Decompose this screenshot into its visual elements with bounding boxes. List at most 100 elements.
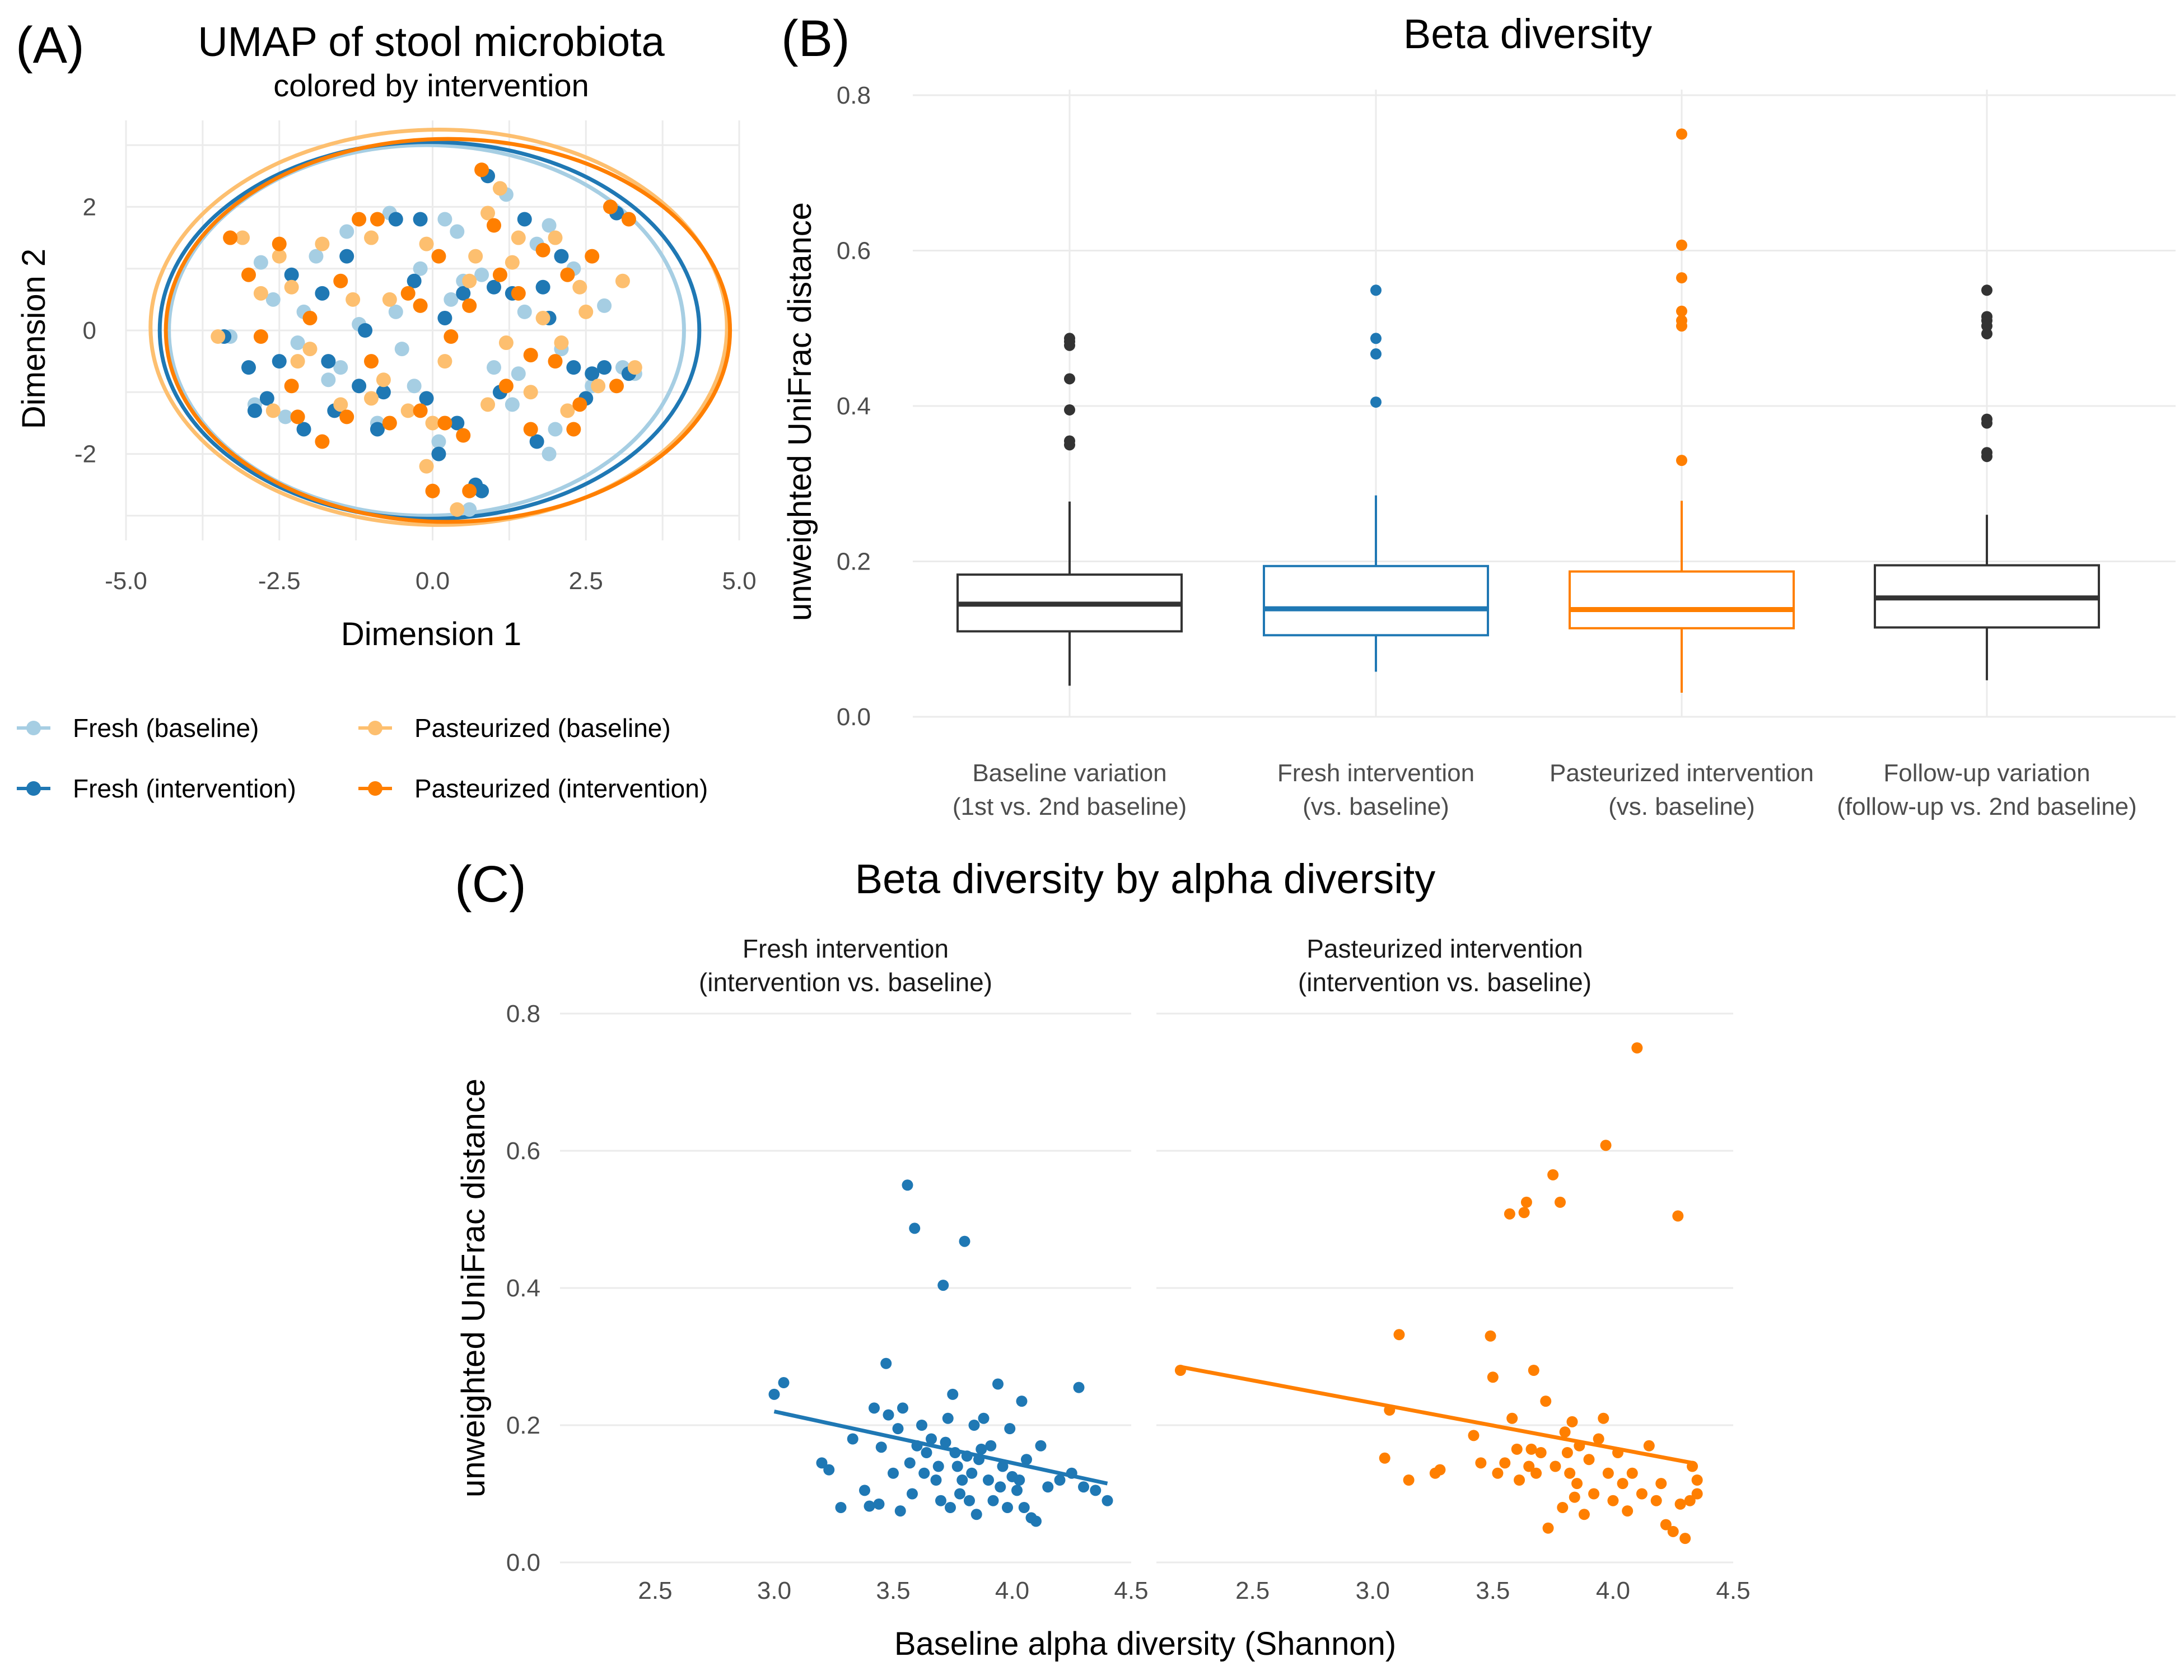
a-point-s3-8 xyxy=(352,212,367,227)
a-xtick-4: 5.0 xyxy=(722,567,756,595)
c-point-f0-38 xyxy=(959,1235,970,1247)
a-point-s2-27 xyxy=(627,360,642,375)
b-box-group-1 xyxy=(1263,284,1489,672)
b-category-3-line1: Follow-up variation xyxy=(1883,759,2090,787)
b-category-1-line1: Fresh intervention xyxy=(1277,759,1474,787)
c-point-f1-22 xyxy=(1530,1467,1542,1479)
a-legend-marker-0 xyxy=(26,721,41,735)
c-point-f0-35 xyxy=(951,1460,963,1472)
a-legend-marker-2 xyxy=(368,721,382,735)
b-outlier-0-1 xyxy=(1064,435,1075,447)
a-legend-label-0: Fresh (baseline) xyxy=(73,713,259,743)
a-point-s2-8 xyxy=(346,292,361,307)
c-point-f1-13 xyxy=(1504,1208,1515,1220)
c-point-f0-16 xyxy=(897,1402,908,1414)
a-ellipse-3 xyxy=(164,137,732,524)
c-point-f1-42 xyxy=(1600,1140,1612,1151)
b-outlier-3-3 xyxy=(1981,413,1992,425)
c-point-f1-19 xyxy=(1523,1460,1535,1472)
c-point-f0-43 xyxy=(970,1509,982,1520)
a-point-s2-7 xyxy=(333,397,348,412)
c-ytick-1: 0.2 xyxy=(506,1412,540,1439)
c-point-f1-57 xyxy=(1674,1498,1686,1510)
c-point-f0-64 xyxy=(1042,1481,1054,1493)
panel-a-legend: Fresh (baseline) Fresh (intervention) Past… xyxy=(17,713,708,803)
c-point-f0-7 xyxy=(864,1500,875,1512)
c-point-f1-55 xyxy=(1667,1525,1679,1537)
c-point-f0-22 xyxy=(916,1420,927,1431)
panel-c-x-ticks: 2.5 3.0 3.5 4.0 4.5 2.5 3.0 3.5 4.0 4.5 xyxy=(638,1577,1750,1604)
c-point-f0-15 xyxy=(894,1505,906,1517)
a-point-s1-37 xyxy=(431,446,446,461)
a-point-s1-2 xyxy=(259,391,274,406)
panel-b-boxes xyxy=(956,128,2100,693)
a-point-s0-12 xyxy=(413,261,428,276)
a-point-s3-31 xyxy=(413,298,428,313)
c-point-f0-59 xyxy=(1018,1502,1030,1513)
a-point-s0-36 xyxy=(388,304,403,319)
c-point-f1-62 xyxy=(1691,1474,1703,1486)
a-point-s2-37 xyxy=(554,335,569,351)
b-ytick-0: 0.0 xyxy=(837,703,871,731)
b-ytick-2: 0.4 xyxy=(837,393,871,420)
a-point-s3-13 xyxy=(431,249,446,264)
a-point-s1-30 xyxy=(247,403,262,418)
c-point-f1-58 xyxy=(1679,1533,1691,1544)
panel-c-trend-lines xyxy=(773,1365,1693,1486)
panel-c-facet-strips: Fresh intervention (intervention vs. base… xyxy=(699,934,1592,997)
c-strip-1-line1: Pasteurized intervention xyxy=(1306,934,1583,963)
a-point-s2-19 xyxy=(523,385,538,400)
panel-b: (B) Beta diversity 0.0 0.2 0.4 0.6 0.8 Basel… xyxy=(781,10,2176,820)
a-legend-label-2: Pasteurized (baseline) xyxy=(414,713,671,743)
a-legend-label-3: Pasteurized (intervention) xyxy=(414,774,708,803)
a-point-s1-23 xyxy=(554,249,569,264)
c-point-f1-12 xyxy=(1499,1457,1511,1469)
c-point-f1-50 xyxy=(1636,1488,1648,1500)
b-outlier-2-2 xyxy=(1676,315,1687,326)
c-point-f0-33 xyxy=(947,1388,959,1400)
a-point-s3-39 xyxy=(425,483,440,498)
c-point-f1-44 xyxy=(1607,1495,1619,1506)
panel-b-y-ticks: 0.0 0.2 0.4 0.6 0.8 xyxy=(837,82,871,731)
c-xtick-f1-1: 3.0 xyxy=(1356,1577,1390,1604)
b-outlier-2-3 xyxy=(1676,305,1687,317)
c-point-f0-70 xyxy=(1102,1495,1113,1506)
a-point-s3-19 xyxy=(498,379,514,394)
c-strip-0-line1: Fresh intervention xyxy=(743,934,949,963)
a-point-s2-31 xyxy=(511,230,526,245)
b-box-group-2 xyxy=(1569,128,1795,693)
c-point-f1-34 xyxy=(1569,1491,1580,1503)
a-point-s3-37 xyxy=(492,267,507,282)
c-point-f1-27 xyxy=(1550,1460,1561,1472)
c-point-f0-8 xyxy=(869,1402,880,1414)
a-point-s2-18 xyxy=(505,255,520,270)
c-xtick-f0-3: 4.0 xyxy=(995,1577,1029,1604)
a-point-s0-37 xyxy=(437,212,452,227)
a-point-s3-29 xyxy=(621,212,636,227)
a-point-s0-32 xyxy=(407,379,422,394)
a-point-s2-3 xyxy=(265,403,281,418)
a-point-s1-4 xyxy=(284,267,299,282)
a-point-s3-4 xyxy=(284,379,299,394)
c-point-f0-17 xyxy=(902,1179,913,1191)
c-point-f1-37 xyxy=(1578,1509,1590,1520)
a-ytick-0: 2 xyxy=(83,193,96,221)
c-xtick-f1-2: 3.5 xyxy=(1476,1577,1510,1604)
c-point-f0-11 xyxy=(880,1357,892,1369)
a-point-s3-9 xyxy=(364,354,379,369)
c-point-f0-9 xyxy=(873,1498,885,1510)
b-outlier-2-0 xyxy=(1676,455,1687,466)
c-point-f1-23 xyxy=(1535,1447,1547,1458)
a-point-s2-5 xyxy=(302,342,318,357)
b-outlier-1-0 xyxy=(1370,396,1382,408)
c-xtick-f0-2: 3.5 xyxy=(876,1577,910,1604)
c-point-f1-48 xyxy=(1626,1467,1638,1479)
b-box-group-3 xyxy=(1874,284,2100,680)
c-point-f1-20 xyxy=(1525,1443,1537,1455)
c-xtick-f1-0: 2.5 xyxy=(1235,1577,1270,1604)
panel-b-tag: (B) xyxy=(781,10,850,67)
a-point-s1-29 xyxy=(474,483,489,498)
panel-b-title: Beta diversity xyxy=(1403,11,1652,57)
a-point-s2-30 xyxy=(462,273,477,288)
c-point-f0-30 xyxy=(940,1436,951,1448)
